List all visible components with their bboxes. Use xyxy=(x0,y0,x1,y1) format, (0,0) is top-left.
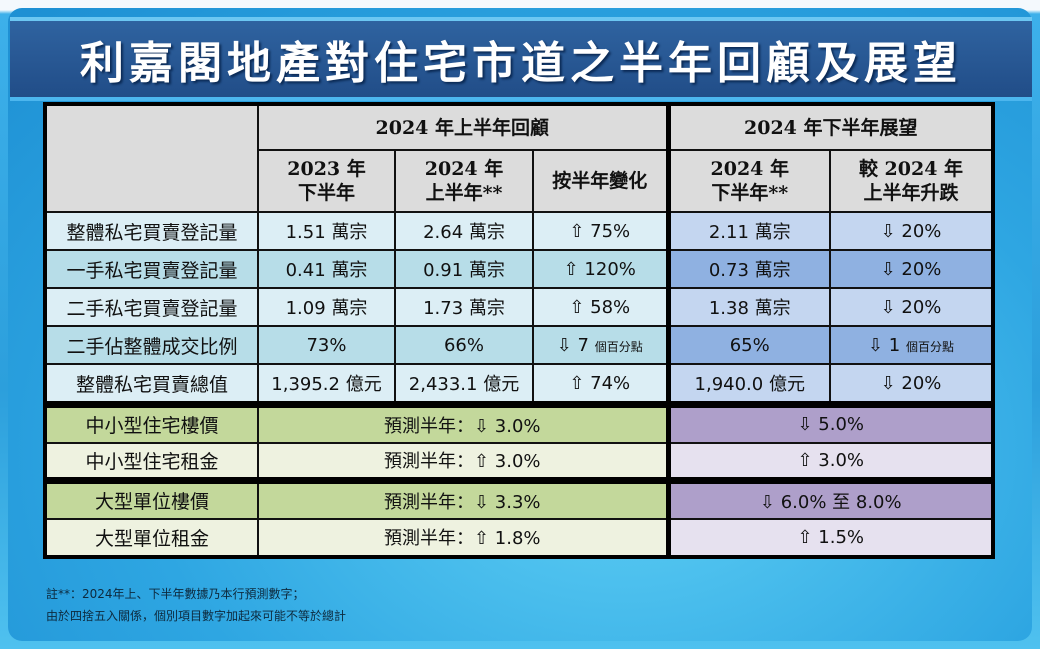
cell-change: ⇩ 7 個百分點 xyxy=(532,325,669,365)
table-row: 一手私宅買賣登記量 0.41 萬宗 0.91 萬宗 ⇧ 120% 0.73 萬宗 ⇩ 2… xyxy=(44,249,994,289)
price-row: 大型單位樓價 預測半年：⇩ 3.3% ⇩ 6.0% 至 8.0% xyxy=(44,477,994,520)
page-title: 利嘉閣地產對住宅市道之半年回顧及展望 xyxy=(80,38,962,89)
cell-vs-h1: ⇩ 20% xyxy=(829,363,994,406)
cell-h1-2024: 1.73 萬宗 xyxy=(394,287,534,327)
cell-change: ⇧ 75% xyxy=(532,211,669,251)
cell-outlook: ⇩ 5.0% xyxy=(665,401,994,444)
row-label: 整體私宅買賣登記量 xyxy=(44,211,259,251)
row-label: 整體私宅買賣總值 xyxy=(44,363,259,406)
cell-outlook: ⇧ 1.5% xyxy=(665,517,994,558)
column-header: 2024 年下半年** xyxy=(665,149,831,213)
cell-outlook: ⇧ 3.0% xyxy=(665,441,994,482)
row-label: 二手佔整體成交比例 xyxy=(44,325,259,365)
cell-change: ⇧ 120% xyxy=(532,249,669,289)
cell-h2-2023: 1,395.2 億元 xyxy=(257,363,396,406)
market-review-table: 2024 年上半年回顧 2024 年下半年展望 2023 年下半年 2024 年… xyxy=(43,102,995,559)
price-row: 中小型住宅租金 預測半年：⇧ 3.0% ⇧ 3.0% xyxy=(44,441,994,482)
cell-h2-2024: 65% xyxy=(665,325,831,365)
cell-h2-2024: 1,940.0 億元 xyxy=(665,363,831,406)
cell-h2-2023: 1.51 萬宗 xyxy=(257,211,396,251)
column-header: 2024 年上半年** xyxy=(394,149,534,213)
cell-outlook: ⇩ 6.0% 至 8.0% xyxy=(665,477,994,520)
row-label: 中小型住宅樓價 xyxy=(44,401,259,444)
cell-h2-2024: 2.11 萬宗 xyxy=(665,211,831,251)
footnote-line: 註**：2024年上、下半年數據乃本行預測數字； xyxy=(46,587,305,601)
column-header: 2023 年下半年 xyxy=(257,149,396,213)
group-header-review: 2024 年上半年回顧 xyxy=(257,103,669,151)
group-header-outlook: 2024 年下半年展望 xyxy=(665,103,994,151)
cell-h2-2023: 1.09 萬宗 xyxy=(257,287,396,327)
cell-h2-2023: 0.41 萬宗 xyxy=(257,249,396,289)
cell-change: ⇧ 74% xyxy=(532,363,669,406)
footnote-line: 由於四捨五入關係，個別項目數字加起來可能不等於總計 xyxy=(46,609,347,623)
cell-vs-h1: ⇩ 20% xyxy=(829,287,994,327)
row-label: 大型單位租金 xyxy=(44,517,259,558)
cell-review: 預測半年：⇧ 1.8% xyxy=(257,517,669,558)
row-label: 二手私宅買賣登記量 xyxy=(44,287,259,327)
row-label: 大型單位樓價 xyxy=(44,477,259,520)
corner-cell xyxy=(44,103,259,213)
cell-h1-2024: 0.91 萬宗 xyxy=(394,249,534,289)
table-row: 二手佔整體成交比例 73% 66% ⇩ 7 個百分點 65% ⇩ 1 個百分點 xyxy=(44,325,994,365)
price-row: 中小型住宅樓價 預測半年：⇩ 3.0% ⇩ 5.0% xyxy=(44,401,994,444)
column-header: 按半年變化 xyxy=(532,149,669,213)
cell-h2-2024: 0.73 萬宗 xyxy=(665,249,831,289)
row-label: 一手私宅買賣登記量 xyxy=(44,249,259,289)
cell-vs-h1: ⇩ 1 個百分點 xyxy=(829,325,994,365)
column-header: 較 2024 年上半年升跌 xyxy=(829,149,994,213)
cell-h2-2023: 73% xyxy=(257,325,396,365)
cell-review: 預測半年：⇩ 3.0% xyxy=(257,401,669,444)
cell-review: 預測半年：⇧ 3.0% xyxy=(257,441,669,482)
cell-h1-2024: 66% xyxy=(394,325,534,365)
footnote: 註**：2024年上、下半年數據乃本行預測數字； 由於四捨五入關係，個別項目數字… xyxy=(46,583,346,627)
table-row: 整體私宅買賣總值 1,395.2 億元 2,433.1 億元 ⇧ 74% 1,940.… xyxy=(44,363,994,406)
row-label: 中小型住宅租金 xyxy=(44,441,259,482)
cell-review: 預測半年：⇩ 3.3% xyxy=(257,477,669,520)
table-row: 二手私宅買賣登記量 1.09 萬宗 1.73 萬宗 ⇧ 58% 1.38 萬宗 ⇩ 20… xyxy=(44,287,994,327)
price-row: 大型單位租金 預測半年：⇧ 1.8% ⇧ 1.5% xyxy=(44,517,994,558)
cell-vs-h1: ⇩ 20% xyxy=(829,249,994,289)
title-banner: 利嘉閣地產對住宅市道之半年回顧及展望 xyxy=(10,17,1032,101)
cell-vs-h1: ⇩ 20% xyxy=(829,211,994,251)
cell-h2-2024: 1.38 萬宗 xyxy=(665,287,831,327)
cell-h1-2024: 2,433.1 億元 xyxy=(394,363,534,406)
cell-change: ⇧ 58% xyxy=(532,287,669,327)
cell-h1-2024: 2.64 萬宗 xyxy=(394,211,534,251)
table-row: 整體私宅買賣登記量 1.51 萬宗 2.64 萬宗 ⇧ 75% 2.11 萬宗 ⇩ 20… xyxy=(44,211,994,251)
